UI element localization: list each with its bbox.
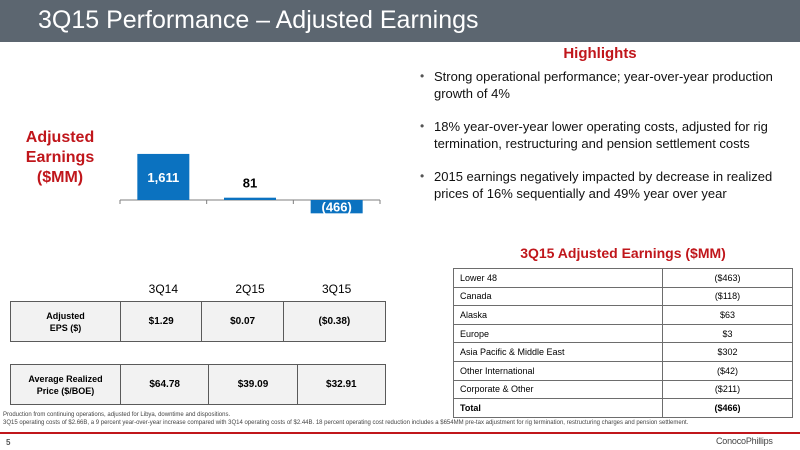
- logo-text: ConocoPhillips: [716, 436, 773, 446]
- bar-3q14: [137, 153, 190, 200]
- conocophillips-logo: ConocoPhillips: [716, 436, 773, 446]
- eps-value-3q15: ($0.38): [282, 301, 387, 342]
- eps-label-line1: Adjusted: [46, 310, 85, 321]
- price-label-line2: Price ($/BOE): [36, 385, 95, 396]
- earnings-bar-chart: 1,611 3Q14 81 2Q15 (466) 3Q15: [119, 153, 381, 296]
- eps-label: Adjusted EPS ($): [10, 301, 121, 342]
- table-row: Alaska $63: [453, 305, 793, 325]
- highlights-list: • Strong operational performance; year-ov…: [420, 68, 790, 218]
- price-label-line1: Average Realized: [28, 373, 103, 384]
- segment-value: ($211): [662, 379, 793, 400]
- segment-name: Europe: [453, 323, 663, 344]
- bar-2q15: [224, 197, 276, 200]
- segment-value: $3: [662, 323, 793, 344]
- bottom-rule: [0, 432, 800, 434]
- table-row: Europe $3: [453, 323, 793, 344]
- table-row: Average Realized Price ($/BOE) $64.78 $39…: [10, 364, 387, 405]
- highlight-item: • 18% year-over-year lower operating cost…: [420, 118, 790, 152]
- data-label: 81: [243, 176, 257, 191]
- y-axis-title: Adjusted Earnings ($MM): [25, 129, 95, 186]
- bullet-icon: •: [420, 119, 425, 133]
- table-row-total: Total ($466): [453, 398, 793, 418]
- footnote-line: 3Q15 operating costs of $2.66B, a 9 perc…: [3, 420, 689, 426]
- table-row: Other International ($42): [453, 360, 793, 381]
- price-label: Average Realized Price ($/BOE): [10, 364, 121, 405]
- page-number: 5: [6, 438, 11, 447]
- segment-name: Canada: [453, 286, 663, 307]
- bullet-icon: •: [420, 169, 425, 183]
- segment-name: Alaska: [453, 305, 663, 325]
- data-label: (466): [321, 200, 351, 215]
- table-row: Adjusted EPS ($) $1.29 $0.07 ($0.38): [10, 301, 387, 342]
- table-row: Canada ($118): [453, 286, 793, 307]
- segment-value: $302: [662, 342, 793, 362]
- table-row: Corporate & Other ($211): [453, 379, 793, 400]
- table-row: Asia Pacific & Middle East $302: [453, 342, 793, 362]
- data-label: 1,611: [147, 170, 179, 185]
- highlight-item: • 2015 earnings negatively impacted by de…: [420, 168, 790, 202]
- segment-table-title: 3Q15 Adjusted Earnings ($MM): [520, 245, 726, 261]
- table-row: Lower 48 ($463): [453, 268, 793, 288]
- highlight-text: Strong operational performance; year-ove…: [434, 69, 773, 101]
- bullet-icon: •: [420, 69, 425, 83]
- category-label: 2Q15: [235, 282, 265, 296]
- realized-price-table: Average Realized Price ($/BOE) $64.78 $39…: [10, 364, 387, 405]
- title-bar: 3Q15 Performance – Adjusted Earnings: [0, 0, 800, 42]
- highlight-item: • Strong operational performance; year-ov…: [420, 68, 790, 102]
- price-value-2q15: $39.09: [208, 364, 298, 405]
- highlight-text: 2015 earnings negatively impacted by dec…: [434, 169, 773, 201]
- highlight-text: 18% year-over-year lower operating costs…: [434, 119, 768, 151]
- price-value-3q15: $32.91: [296, 364, 387, 405]
- segment-value: $63: [662, 305, 793, 325]
- highlights-title: Highlights: [563, 45, 637, 62]
- bar-3q15: [310, 200, 363, 214]
- price-value-3q14: $64.78: [119, 364, 210, 405]
- slide-title: 3Q15 Performance – Adjusted Earnings: [38, 6, 479, 34]
- segment-value: ($463): [662, 268, 793, 288]
- footnotes: Production from continuing operations, a…: [3, 411, 800, 427]
- segment-value: ($466): [662, 398, 793, 418]
- category-label: 3Q15: [322, 282, 352, 296]
- segment-name: Other International: [453, 360, 663, 381]
- category-label: 3Q14: [149, 282, 179, 296]
- segment-name: Lower 48: [453, 268, 663, 288]
- eps-value-3q14: $1.29: [119, 301, 203, 342]
- segment-name: Asia Pacific & Middle East: [453, 342, 663, 362]
- segment-earnings-table: Lower 48 ($463) Canada ($118) Alaska $63 Eu…: [453, 268, 793, 418]
- eps-value-2q15: $0.07: [201, 301, 284, 342]
- segment-value: ($118): [662, 286, 793, 307]
- segment-name: Corporate & Other: [453, 379, 663, 400]
- eps-label-line2: EPS ($): [49, 322, 82, 333]
- footnote-line: Production from continuing operations, a…: [3, 412, 231, 418]
- eps-table: Adjusted EPS ($) $1.29 $0.07 ($0.38): [10, 301, 387, 342]
- segment-value: ($42): [662, 360, 793, 381]
